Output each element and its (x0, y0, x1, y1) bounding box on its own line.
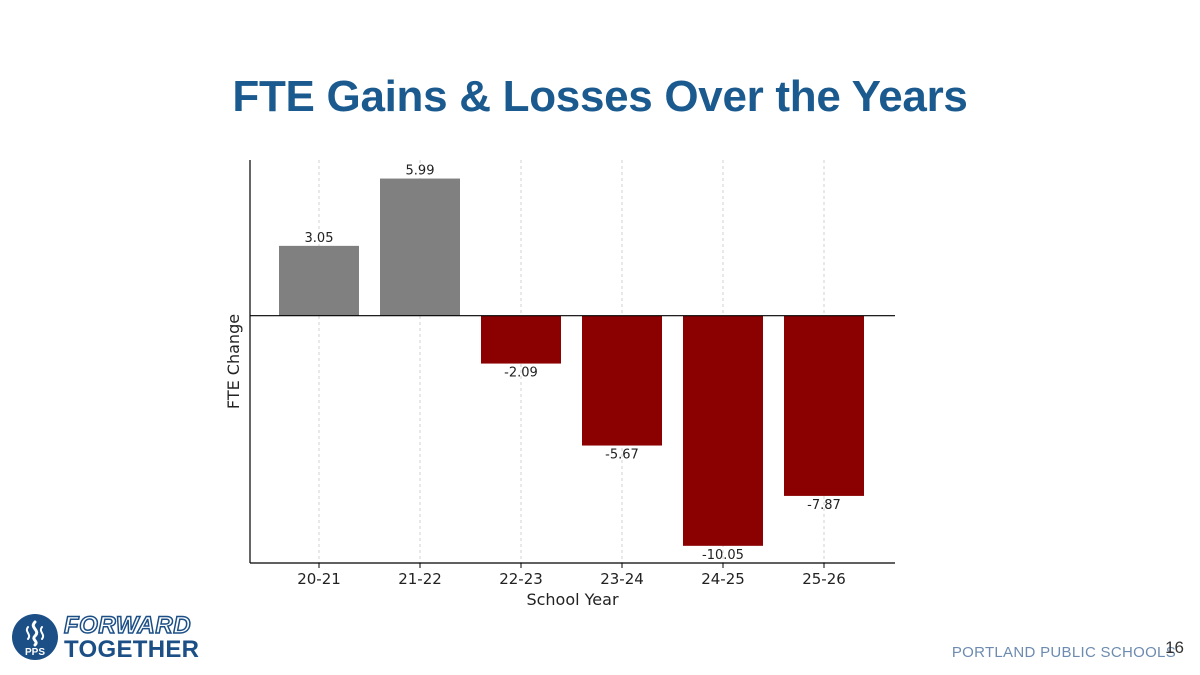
x-tick-label-22-23: 22-23 (499, 570, 543, 588)
data-label-22-23: -2.09 (504, 366, 538, 381)
bar-22-23 (481, 315, 561, 364)
pps-logo-icon: PPS (12, 614, 58, 660)
x-tick-label-23-24: 23-24 (600, 570, 644, 588)
data-label-25-26: -7.87 (807, 498, 841, 513)
forward-together-logo: PPS FORWARD TOGETHER (12, 611, 212, 663)
bar-23-24 (582, 315, 662, 446)
y-axis-title: FTE Change (224, 314, 243, 409)
x-tick-label-20-21: 20-21 (297, 570, 341, 588)
bar-25-26 (784, 315, 864, 496)
x-tick-label-25-26: 25-26 (802, 570, 846, 588)
bar-24-25 (683, 315, 763, 546)
data-label-23-24: -5.67 (605, 448, 639, 463)
organization-name: PORTLAND PUBLIC SCHOOLS (951, 644, 1176, 661)
page-number: 16 (1165, 638, 1184, 657)
logo-line-forward: FORWARD (63, 611, 192, 640)
logo-line-together: TOGETHER (64, 636, 200, 663)
bar-21-22 (380, 178, 460, 316)
x-tick-label-21-22: 21-22 (398, 570, 442, 588)
data-label-20-21: 3.05 (305, 231, 334, 246)
logo-mark-text: PPS (25, 647, 45, 658)
data-label-24-25: -10.05 (702, 548, 744, 563)
x-tick-label-24-25: 24-25 (701, 570, 745, 588)
x-axis-title: School Year (526, 590, 619, 609)
bar-20-21 (279, 245, 359, 316)
data-label-21-22: 5.99 (406, 164, 435, 179)
slide-title: FTE Gains & Losses Over the Years (232, 72, 968, 121)
